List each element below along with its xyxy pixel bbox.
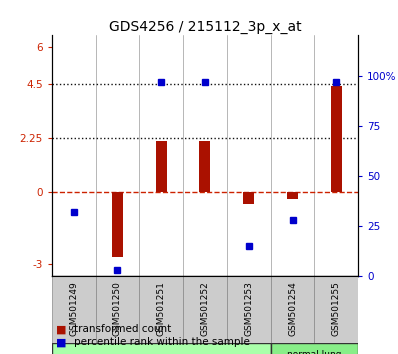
Bar bbox=[271, 276, 314, 343]
Bar bbox=[52, 343, 271, 354]
Bar bbox=[96, 276, 139, 343]
Text: ■: ■ bbox=[56, 324, 66, 334]
Bar bbox=[331, 86, 342, 192]
Bar bbox=[287, 192, 298, 199]
Title: GDS4256 / 215112_3p_x_at: GDS4256 / 215112_3p_x_at bbox=[109, 21, 301, 34]
Text: percentile rank within the sample: percentile rank within the sample bbox=[74, 337, 250, 347]
Bar bbox=[314, 276, 358, 343]
Text: GSM501250: GSM501250 bbox=[113, 281, 122, 336]
Bar bbox=[243, 192, 254, 204]
Text: normal lung
parenchyma: normal lung parenchyma bbox=[286, 350, 343, 354]
Text: GSM501254: GSM501254 bbox=[288, 281, 297, 336]
Text: ■: ■ bbox=[56, 337, 66, 347]
Bar bbox=[183, 276, 227, 343]
Text: GSM501249: GSM501249 bbox=[69, 281, 78, 336]
Bar bbox=[52, 276, 96, 343]
Bar bbox=[139, 276, 183, 343]
Text: transformed count: transformed count bbox=[74, 324, 171, 334]
Text: GSM501251: GSM501251 bbox=[157, 281, 166, 336]
Text: GSM501255: GSM501255 bbox=[332, 281, 341, 336]
Bar bbox=[156, 141, 167, 192]
Bar bbox=[271, 343, 358, 354]
Bar bbox=[227, 276, 271, 343]
Bar bbox=[112, 192, 123, 257]
Bar bbox=[199, 141, 211, 192]
Text: GSM501252: GSM501252 bbox=[201, 281, 209, 336]
Text: GSM501253: GSM501253 bbox=[244, 281, 253, 336]
